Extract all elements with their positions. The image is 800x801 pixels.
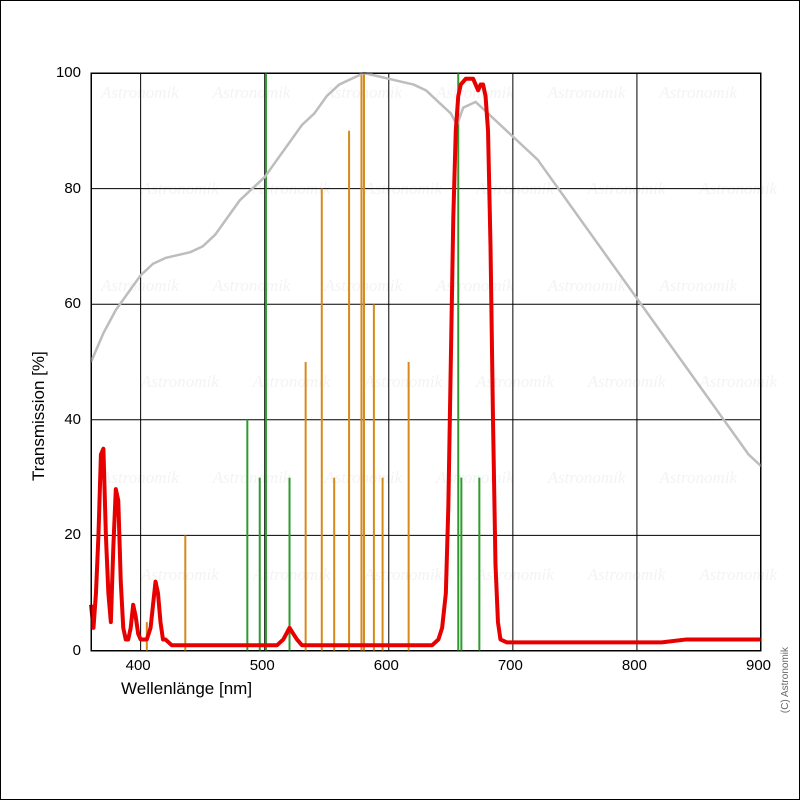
y-tick-label: 20 (64, 526, 81, 543)
x-tick-label: 400 (126, 657, 151, 674)
y-tick-label: 40 (64, 411, 81, 428)
y-tick-label: 80 (64, 180, 81, 197)
y-axis-label: Transmission [%] (29, 351, 49, 481)
x-tick-label: 700 (498, 657, 523, 674)
x-axis-label: Wellenlänge [nm] (121, 679, 252, 699)
copyright-text: (C) Astronomik (780, 647, 791, 713)
x-tick-label: 500 (250, 657, 275, 674)
x-tick-label: 800 (622, 657, 647, 674)
y-tick-label: 60 (64, 295, 81, 312)
y-tick-label: 0 (73, 642, 81, 659)
x-tick-label: 600 (374, 657, 399, 674)
x-tick-label: 900 (746, 657, 771, 674)
chart-frame: AstronomikAstronomikAstronomikAstronomik… (0, 0, 800, 800)
y-tick-label: 100 (56, 64, 81, 81)
